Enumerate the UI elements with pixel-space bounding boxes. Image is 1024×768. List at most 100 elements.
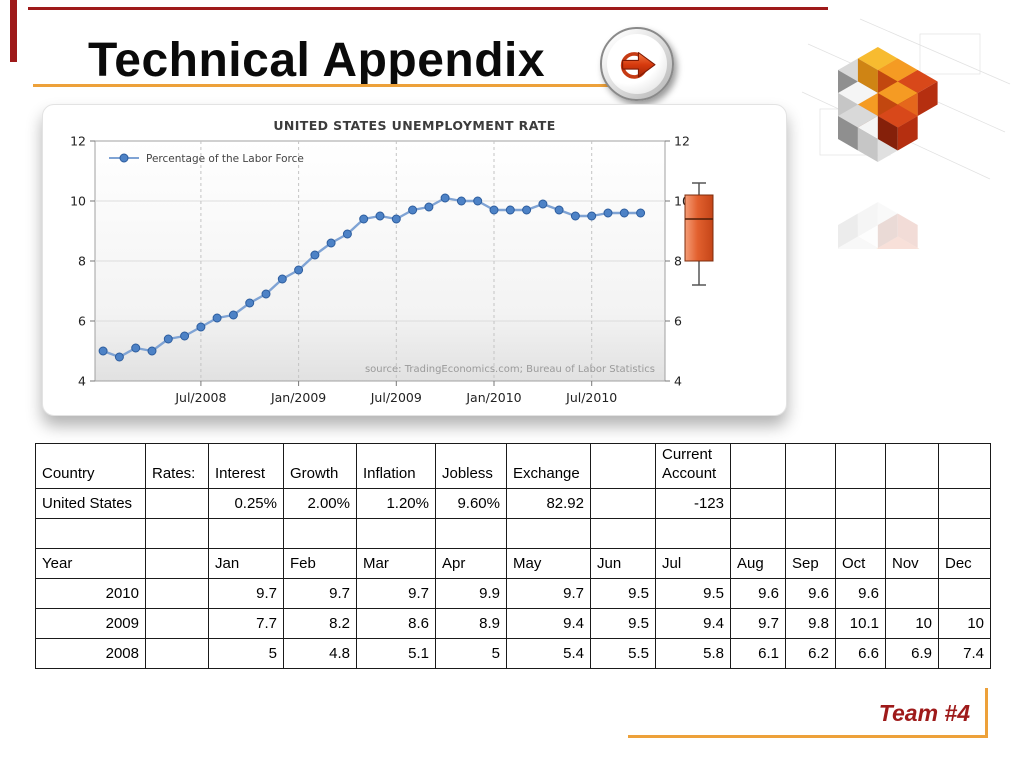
table-cell (835, 487, 886, 519)
table-row: Country Rates: Interest Growth Inflation Jobl… (35, 443, 991, 489)
table-cell (885, 443, 939, 489)
table-cell: Rates: (145, 443, 209, 489)
table-cell: Growth (283, 443, 357, 489)
table-cell: 5.1 (356, 637, 436, 669)
table-cell (145, 577, 209, 609)
table-cell: 9.7 (208, 577, 284, 609)
table-cell (590, 443, 656, 489)
table-cell: 9.5 (655, 577, 731, 609)
table-cell: 10 (938, 607, 991, 639)
table-cell (35, 517, 146, 549)
table-cell: 6.9 (885, 637, 939, 669)
table-cell (835, 517, 886, 549)
table-cell: 9.7 (283, 577, 357, 609)
table-cell (730, 517, 786, 549)
table-cell (208, 517, 284, 549)
table-cell (283, 517, 357, 549)
bottom-accent-line (628, 735, 988, 738)
table-cell: 9.60% (435, 487, 507, 519)
table-cell (885, 577, 939, 609)
table-cell: 0.25% (208, 487, 284, 519)
table-cell: 9.8 (785, 607, 836, 639)
table-cell: 9.5 (590, 577, 656, 609)
table-row: 2009 7.7 8.2 8.6 8.9 9.4 9.5 9.4 9.7 9.8 10.1 10 10 (35, 607, 991, 639)
table-cell: -123 (655, 487, 731, 519)
table-cell (590, 487, 656, 519)
svg-text:Jul/2009: Jul/2009 (370, 390, 422, 405)
table-cell: Exchange (506, 443, 591, 489)
table-cell: 9.7 (730, 607, 786, 639)
svg-text:Percentage of the Labor Force: Percentage of the Labor Force (146, 153, 304, 165)
table-cell (145, 547, 209, 579)
table-cell: Jun (590, 547, 656, 579)
svg-text:4: 4 (674, 374, 682, 389)
table-cell: 6.6 (835, 637, 886, 669)
bottom-accent-corner (985, 688, 988, 738)
table-cell: Dec (938, 547, 991, 579)
table-cell (145, 607, 209, 639)
table-cell: 9.6 (730, 577, 786, 609)
table-cell: United States (35, 487, 146, 519)
table-cell: 5 (208, 637, 284, 669)
page-title: Technical Appendix (88, 34, 546, 87)
svg-text:10: 10 (70, 194, 86, 209)
left-accent-bar (10, 0, 17, 62)
table-cell: Aug (730, 547, 786, 579)
svg-text:Jul/2010: Jul/2010 (565, 390, 617, 405)
table-cell: 5.4 (506, 637, 591, 669)
table-cell: Nov (885, 547, 939, 579)
table-cell (835, 443, 886, 489)
table-cell: Feb (283, 547, 357, 579)
svg-text:6: 6 (78, 314, 86, 329)
table-cell (938, 577, 991, 609)
table-cell: Country (35, 443, 146, 489)
table-cell: 8.6 (356, 607, 436, 639)
table-row: 2010 9.7 9.7 9.7 9.9 9.7 9.5 9.5 9.6 9.6 9.6 (35, 577, 991, 609)
table-row (35, 517, 991, 549)
table-cell: 2008 (35, 637, 146, 669)
table-cell: 8.9 (435, 607, 507, 639)
table-cell: Oct (835, 547, 886, 579)
svg-text:4: 4 (78, 374, 86, 389)
table-cell (506, 517, 591, 549)
table-cell: 5.5 (590, 637, 656, 669)
table-cell (145, 637, 209, 669)
table-cell: Inflation (356, 443, 436, 489)
table-cell: Interest (208, 443, 284, 489)
svg-text:8: 8 (674, 254, 682, 269)
table-cell: Jan (208, 547, 284, 579)
chart-title: UNITED STATES UNEMPLOYMENT RATE (273, 118, 556, 133)
table-cell: May (506, 547, 591, 579)
team-label: Team #4 (878, 700, 970, 726)
svg-text:Jan/2009: Jan/2009 (270, 390, 326, 405)
table-cell: 9.7 (356, 577, 436, 609)
table-cell: 9.6 (835, 577, 886, 609)
table-cell: 6.2 (785, 637, 836, 669)
table-cell: Mar (356, 547, 436, 579)
table-cell: 9.4 (655, 607, 731, 639)
table-cell: 5.8 (655, 637, 731, 669)
table-cell (145, 487, 209, 519)
table-cell: 82.92 (506, 487, 591, 519)
table-cell (590, 517, 656, 549)
table-cell (730, 443, 786, 489)
table-cell: 9.5 (590, 607, 656, 639)
unemployment-line-chart: Jul/2008 Jan/2009 Jul/2009 Jan/2010 Jul/2010… (70, 134, 714, 405)
table-cell (885, 517, 939, 549)
table-cell (938, 443, 991, 489)
svg-text:8: 8 (78, 254, 86, 269)
next-button[interactable] (600, 27, 674, 101)
svg-text:12: 12 (70, 134, 86, 149)
arrow-right-icon (620, 51, 656, 79)
table-cell (730, 487, 786, 519)
table-cell: 2010 (35, 577, 146, 609)
table-cell: 10 (885, 607, 939, 639)
table-cell: Apr (435, 547, 507, 579)
table-cell: Sep (785, 547, 836, 579)
table-cell (785, 487, 836, 519)
table-cell: 5 (435, 637, 507, 669)
decorative-blocks-image (800, 14, 1015, 317)
table-row: Year Jan Feb Mar Apr May Jun Jul Aug Sep Oct Nov Dec (35, 547, 991, 579)
table-cell: Current Account (655, 443, 731, 489)
svg-text:12: 12 (674, 134, 690, 149)
